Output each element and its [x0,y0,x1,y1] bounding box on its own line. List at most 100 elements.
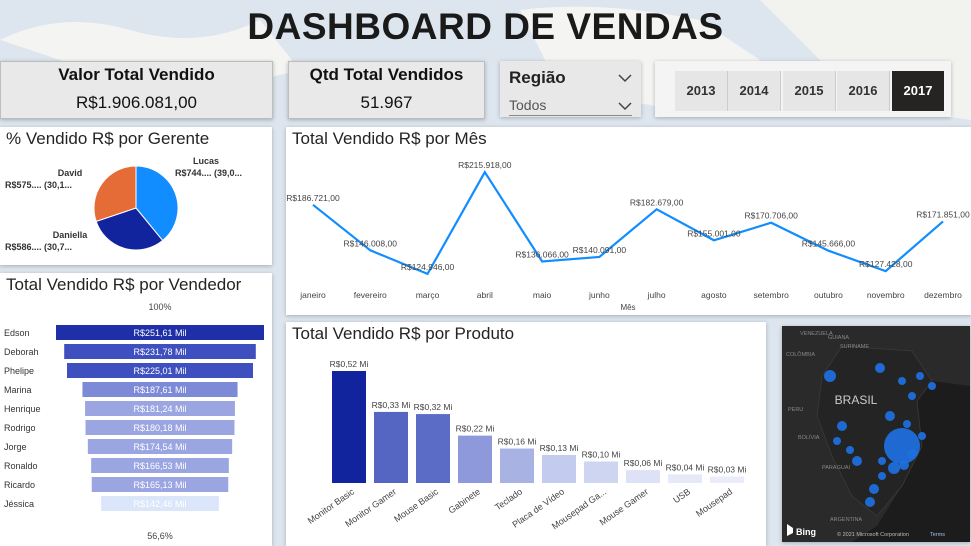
product-bar-chart-title: Total Vendido R$ por Produto [292,324,515,343]
pie-slice-david[interactable] [93,165,137,223]
funnel-category-label: Henrique [4,404,41,414]
line-point-label: R$182.679,00 [630,197,684,207]
map-sales-dot[interactable] [885,411,895,421]
line-x-tick-label: outubro [814,290,843,300]
funnel-bar[interactable] [87,439,233,454]
map-sales-dot[interactable] [898,377,906,385]
product-category-label: Mouse Basic [392,486,440,524]
funnel-bar[interactable] [101,496,219,511]
product-bar-value-label: R$0,13 Mi [540,443,579,453]
product-bar[interactable] [332,371,366,483]
funnel-chart-card: Total Vendido R$ por Vendedor 100% Edson… [0,273,272,546]
map-sales-dot[interactable] [875,363,885,373]
region-dropdown[interactable]: Todos [509,97,632,116]
product-bar-value-label: R$0,06 Mi [624,458,663,468]
funnel-value-label: R$187,61 Mil [133,385,186,395]
funnel-chart-title: Total Vendido R$ por Vendedor [6,275,242,294]
line-x-tick-label: julho [647,290,666,300]
line-point-label: R$124.946,00 [401,262,455,272]
map-sales-dot[interactable] [884,428,920,464]
map-sales-dot[interactable] [916,372,924,380]
product-bar[interactable] [500,448,534,483]
product-bar[interactable] [584,461,618,483]
line-point-label: R$146.008,00 [344,238,398,248]
year-button-2016[interactable]: 2016 [837,71,890,111]
product-bar-value-label: R$0,16 Mi [498,437,537,447]
funnel-bar[interactable] [85,420,235,435]
year-button-2014[interactable]: 2014 [728,71,781,111]
funnel-value-label: R$180,18 Mil [133,423,186,433]
kpi-total-sold-value: R$1.906.081,00 [76,93,197,112]
map-sales-dot[interactable] [903,420,911,428]
line-chart: R$186.721,00 R$146.008,00 R$124.946,00 R$21… [286,160,970,312]
funnel-bottom-label: 56,6% [147,531,173,541]
map-attribution: © 2021 Microsoft Corporation [837,531,909,538]
map-sales-dot[interactable] [865,497,875,507]
year-button-2015[interactable]: 2015 [783,71,836,111]
map-label-bolivia: BOLÍVIA [798,434,820,441]
map-sales-dot[interactable] [888,462,900,474]
region-slicer[interactable]: Região Todos [500,61,641,117]
map-sales-dot[interactable] [899,460,909,470]
map-label-colombia: COLÔMBIA [786,351,815,358]
map-sales-dot[interactable] [907,449,917,459]
funnel-bar[interactable] [91,458,229,473]
map-sales-dot[interactable] [878,457,886,465]
product-bar[interactable] [626,470,660,483]
pie-label-lucas-name: Lucas [193,156,219,166]
funnel-category-label: Marina [4,385,32,395]
line-point-label: R$136.066,00 [515,249,569,259]
funnel-bar[interactable] [91,477,229,492]
map-sales-dot[interactable] [837,421,847,431]
chevron-down-icon[interactable] [618,101,632,111]
map-terms-link[interactable]: Terms [930,532,945,538]
map-sales-dot[interactable] [918,432,926,440]
product-bar[interactable] [542,455,576,483]
funnel-category-label: Jorge [4,442,27,452]
map-sales-dot[interactable] [869,484,879,494]
product-bar-value-label: R$0,10 Mi [582,449,621,459]
funnel-top-label: 100% [148,302,171,312]
funnel-category-label: Phelipe [4,366,34,376]
funnel-value-label: R$225,01 Mil [133,366,186,376]
product-bar-value-label: R$0,52 Mi [330,359,369,369]
line-x-tick-label: agosto [701,290,727,300]
product-category-label: Teclado [493,486,524,512]
map-sales-dot[interactable] [846,446,854,454]
map-card[interactable]: BRASIL GUIANA SURINAME VENEZUELA COLÔMBI… [782,326,970,542]
funnel-category-label: Jéssica [4,499,34,509]
pie-slice-daniella[interactable] [95,207,164,251]
product-bar[interactable] [416,414,450,483]
product-bar-value-label: R$0,32 Mi [414,402,453,412]
funnel-bar[interactable] [64,344,256,359]
year-button-2013[interactable]: 2013 [675,71,728,111]
pie-slice-lucas[interactable] [135,165,179,242]
product-bar[interactable] [668,474,702,483]
map-sales-dot[interactable] [908,392,916,400]
map-sales-dot[interactable] [878,472,886,480]
year-button-2017[interactable]: 2017 [892,71,944,111]
page-title: DASHBOARD DE VENDAS [247,6,724,47]
map-label-venezuela: VENEZUELA [800,331,833,337]
funnel-category-label: Ronaldo [4,461,38,471]
product-bar[interactable] [458,435,492,483]
line-point-label: R$155.001,00 [687,228,741,238]
chevron-down-icon[interactable] [618,73,632,83]
map[interactable]: BRASIL GUIANA SURINAME VENEZUELA COLÔMBI… [782,326,970,542]
product-bar[interactable] [710,476,744,483]
funnel-value-label: R$231,78 Mil [133,347,186,357]
funnel-bar[interactable] [56,325,264,340]
map-sales-dot[interactable] [824,370,836,382]
funnel-chart: 100% Edson R$251,61 Mil Deborah R$231,78 Mi… [4,302,264,541]
bing-logo: Bing [787,524,816,537]
funnel-bar[interactable] [82,382,238,397]
map-sales-dot[interactable] [833,437,841,445]
line-x-tick-label: janeiro [299,290,326,300]
funnel-bar[interactable] [66,363,254,378]
map-sales-dot[interactable] [928,382,936,390]
product-bar[interactable] [374,411,408,483]
product-bar-chart-card: Total Vendido R$ por Produto R$0,52 Mi Mo… [286,322,766,546]
funnel-category-label: Rodrigo [4,423,36,433]
map-sales-dot[interactable] [852,456,862,466]
funnel-bar[interactable] [85,401,235,416]
